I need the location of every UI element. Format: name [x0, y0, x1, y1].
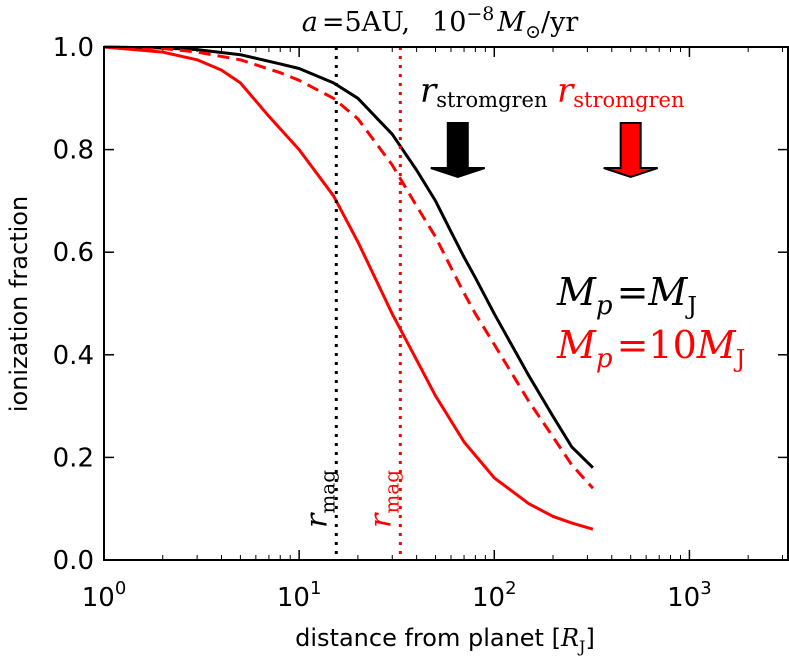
x-tick-label: 101 — [277, 578, 322, 613]
axis-ticks: 100 101 102 103 0.0 0.2 0.4 0.6 0.8 1.0 — [53, 33, 788, 613]
y-tick-label: 0.4 — [53, 341, 94, 371]
legend-entry-10mj: Mp =10MJ — [556, 323, 745, 374]
series-line-1 — [103, 45, 594, 469]
y-tick-label: 1.0 — [53, 33, 94, 63]
rmag-label: rmag — [363, 470, 403, 528]
series-line-2 — [103, 45, 595, 490]
y-tick-label: 0.8 — [53, 136, 94, 166]
x-tick-label: 103 — [667, 578, 712, 613]
chart-title: a =5AU, 10−8 M⊙/yr — [302, 3, 579, 43]
rmag-label: rmag — [299, 470, 339, 528]
x-axis-label: distance from planet [RJ] — [295, 624, 595, 656]
stromgren-label: rstromgren — [420, 71, 548, 112]
series-line-3 — [103, 45, 594, 531]
y-axis-label: ionization fraction — [5, 196, 33, 412]
series-group — [103, 45, 595, 531]
vline-group: rmag rmag — [299, 47, 403, 560]
stromgren-label: rstromgren — [557, 71, 685, 112]
stromgren-arrow-1 — [430, 122, 486, 179]
stromgren-arrow-2 — [603, 122, 658, 179]
plot-frame — [103, 46, 789, 561]
arrow-group: rstromgren rstromgren — [420, 71, 685, 179]
y-tick-label: 0.2 — [53, 443, 94, 473]
y-tick-label: 0.6 — [53, 238, 94, 268]
x-tick-label: 100 — [82, 578, 127, 613]
x-tick-label: 102 — [472, 578, 517, 613]
y-tick-label: 0.0 — [53, 546, 94, 576]
legend-entry-mj: Mp =MJ — [556, 270, 697, 321]
